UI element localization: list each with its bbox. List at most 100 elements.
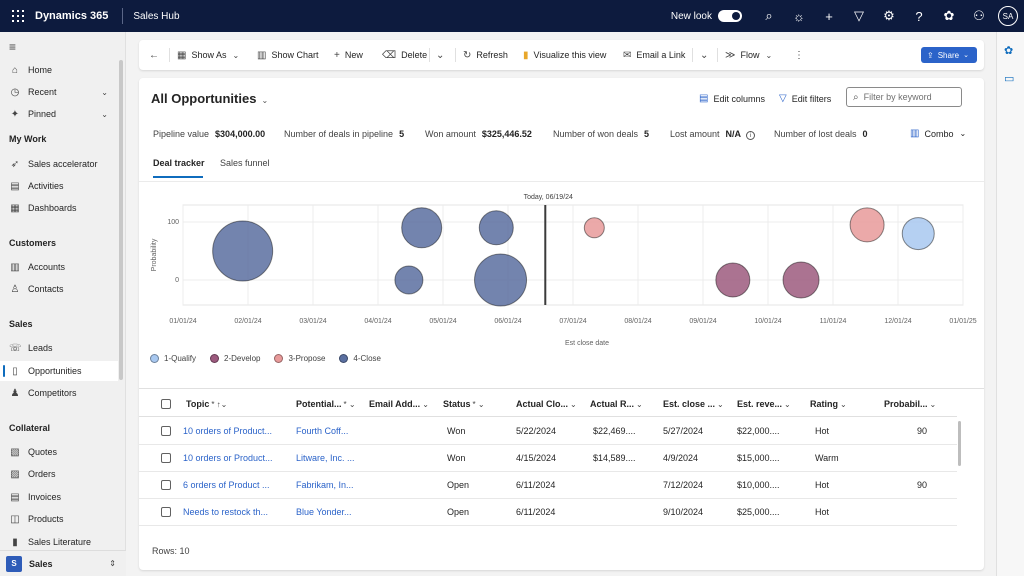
app-name[interactable]: Sales Hub [133, 10, 180, 22]
flow-button[interactable]: ≫ Flow ⌄ [725, 40, 772, 70]
table-row[interactable]: 6 orders of Product ... Fabrikam, In... … [139, 472, 957, 499]
legend-item[interactable]: 3-Propose [274, 354, 325, 363]
lightbulb-icon[interactable]: ☼ [793, 8, 805, 24]
brand-title[interactable]: Dynamics 365 [35, 10, 109, 22]
table-row[interactable]: Needs to restock th... Blue Yonder... Op… [139, 499, 957, 526]
customer-link[interactable]: Fourth Coff... [296, 426, 349, 436]
legend-item[interactable]: 1-Qualify [150, 354, 196, 363]
actual-revenue-cell: $14,589.... [593, 453, 636, 463]
avatar[interactable]: SA [998, 6, 1018, 26]
new-look-toggle[interactable] [718, 10, 742, 22]
refresh-button[interactable]: ↻ Refresh [463, 40, 508, 70]
filter-icon[interactable]: ▽ [854, 8, 864, 23]
sidebar-item-invoices[interactable]: ▤ Invoices [0, 487, 118, 507]
metric-label: Number of deals in pipeline [284, 129, 394, 139]
copilot-icon[interactable]: ✿ [1004, 45, 1014, 57]
row-checkbox[interactable] [161, 480, 171, 490]
row-checkbox[interactable] [161, 453, 171, 463]
sidebar-item-opportunities[interactable]: ▯ Opportunities [0, 361, 118, 381]
info-icon[interactable]: i [746, 131, 756, 140]
column-header-actual-revenue[interactable]: Actual R... ⌄ [590, 399, 643, 409]
customer-link[interactable]: Litware, Inc. ... [296, 453, 355, 463]
back-button[interactable]: ← [149, 40, 164, 70]
grid-scrollbar[interactable] [958, 421, 961, 466]
column-header-probability[interactable]: Probabil... ⌄ [884, 399, 936, 409]
sidebar-item-leads[interactable]: ☏ Leads [0, 338, 118, 358]
sidebar-item-pinned[interactable]: ✦ Pinned ⌄ [0, 104, 118, 124]
topic-link[interactable]: 6 orders of Product ... [183, 480, 270, 490]
keyword-filter-input[interactable]: ⌕ Filter by keyword [846, 87, 962, 107]
legend-item[interactable]: 2-Develop [210, 354, 260, 363]
sidebar-item-orders[interactable]: ▨ Orders [0, 464, 118, 484]
sidebar-item-label: Activities [28, 181, 64, 191]
sidebar-item-dashboards[interactable]: ▦ Dashboards [0, 198, 118, 218]
topic-link[interactable]: Needs to restock th... [183, 507, 269, 517]
hamburger-icon[interactable]: ≡ [9, 40, 17, 54]
chevron-down-icon[interactable]: ⌄ [101, 87, 108, 97]
column-header-email[interactable]: Email Add... ⌄ [369, 399, 429, 409]
show-as-button[interactable]: ▦ Show As ⌄ [177, 40, 239, 70]
table-row[interactable]: 10 orders or Product... Litware, Inc. ..… [139, 445, 957, 472]
chevron-down-icon: ⌄ [784, 400, 791, 409]
new-button[interactable]: + New [334, 40, 363, 70]
tab-underline [153, 176, 203, 178]
sidebar-scrollbar[interactable] [119, 60, 123, 380]
legend-item[interactable]: 4-Close [339, 354, 381, 363]
visualize-button[interactable]: ▮ Visualize this view [523, 40, 606, 70]
email-link-button[interactable]: ✉ Email a Link [623, 40, 685, 70]
tab-sales-funnel[interactable]: Sales funnel [220, 158, 270, 168]
area-switcher[interactable]: S Sales ⇕ [0, 550, 126, 576]
help-icon[interactable]: ? [915, 8, 923, 24]
column-header-rating[interactable]: Rating ⌄ [810, 399, 847, 409]
sidebar-item-contacts[interactable]: ♙ Contacts [0, 279, 118, 299]
overflow-button[interactable]: ⋮ [794, 40, 809, 70]
sidebar-item-competitors[interactable]: ♟ Competitors [0, 383, 118, 403]
search-icon[interactable]: ⌕ [765, 8, 773, 23]
sidebar-item-accounts[interactable]: ▥ Accounts [0, 257, 118, 277]
person-icon[interactable]: ⚇ [973, 8, 985, 23]
show-chart-button[interactable]: ▥ Show Chart [257, 40, 318, 70]
chat-icon[interactable]: ▭ [1004, 73, 1015, 85]
column-header-est-revenue[interactable]: Est. reve... ⌄ [737, 399, 791, 409]
app-launcher-icon[interactable] [12, 10, 24, 22]
column-header-est-close[interactable]: Est. close ... ⌄ [663, 399, 724, 409]
sidebar-item-sales-literature[interactable]: ▮ Sales Literature [0, 532, 118, 552]
row-checkbox[interactable] [161, 507, 171, 517]
chart-type-selector[interactable]: ▥ Combo ⌄ [910, 128, 966, 139]
delete-label: Delete [401, 50, 428, 60]
select-all-checkbox[interactable] [161, 399, 171, 409]
sidebar-item-products[interactable]: ◫ Products [0, 509, 118, 529]
chevron-down-icon[interactable]: ⌄ [101, 109, 108, 119]
delete-button[interactable]: ⌫ Delete [382, 40, 427, 70]
view-selector[interactable]: All Opportunities ⌄ [151, 91, 268, 106]
metric-value: 0 [862, 129, 868, 139]
bubble-chart: 01/01/24 02/01/24 03/01/24 04/01/24 05/01/24… [151, 194, 977, 347]
share-button[interactable]: ⇪ Share ⌄ [921, 47, 977, 63]
copilot-icon[interactable]: ✿ [943, 8, 955, 23]
sidebar-item-recent[interactable]: ◷ Recent ⌄ [0, 82, 118, 102]
column-header-topic[interactable]: Topic * ↑⌄ [186, 399, 227, 409]
home-icon: ⌂ [11, 64, 19, 76]
more-commands-button[interactable]: ⌄ [436, 40, 449, 70]
topic-link[interactable]: 10 orders of Product... [183, 426, 273, 436]
column-header-status[interactable]: Status * ⌄ [443, 399, 485, 409]
sidebar-item-label: Home [28, 65, 53, 75]
sidebar-item-activities[interactable]: ▤ Activities [0, 176, 118, 196]
settings-icon[interactable]: ⚙ [883, 8, 895, 23]
topic-link[interactable]: 10 orders or Product... [183, 453, 273, 463]
metric-label: Number of won deals [553, 129, 639, 139]
plus-icon[interactable]: + [825, 8, 833, 24]
customer-link[interactable]: Fabrikam, In... [296, 480, 354, 490]
email-dropdown-button[interactable]: ⌄ [700, 40, 713, 70]
edit-columns-button[interactable]: ▤ Edit columns [699, 93, 765, 104]
sidebar-item-home[interactable]: ⌂ Home [0, 60, 118, 80]
row-checkbox[interactable] [161, 426, 171, 436]
sidebar-item-quotes[interactable]: ▧ Quotes [0, 442, 118, 462]
tab-deal-tracker[interactable]: Deal tracker [153, 158, 205, 168]
customer-link[interactable]: Blue Yonder... [296, 507, 352, 517]
edit-filters-button[interactable]: ▽ Edit filters [779, 93, 831, 104]
sidebar-item-sales-accelerator[interactable]: ➶ Sales accelerator [0, 154, 118, 174]
column-header-actual-close[interactable]: Actual Clo... ⌄ [516, 399, 577, 409]
table-row[interactable]: 10 orders of Product... Fourth Coff... W… [139, 418, 957, 445]
column-header-potential-customer[interactable]: Potential... * ⌄ [296, 399, 356, 409]
